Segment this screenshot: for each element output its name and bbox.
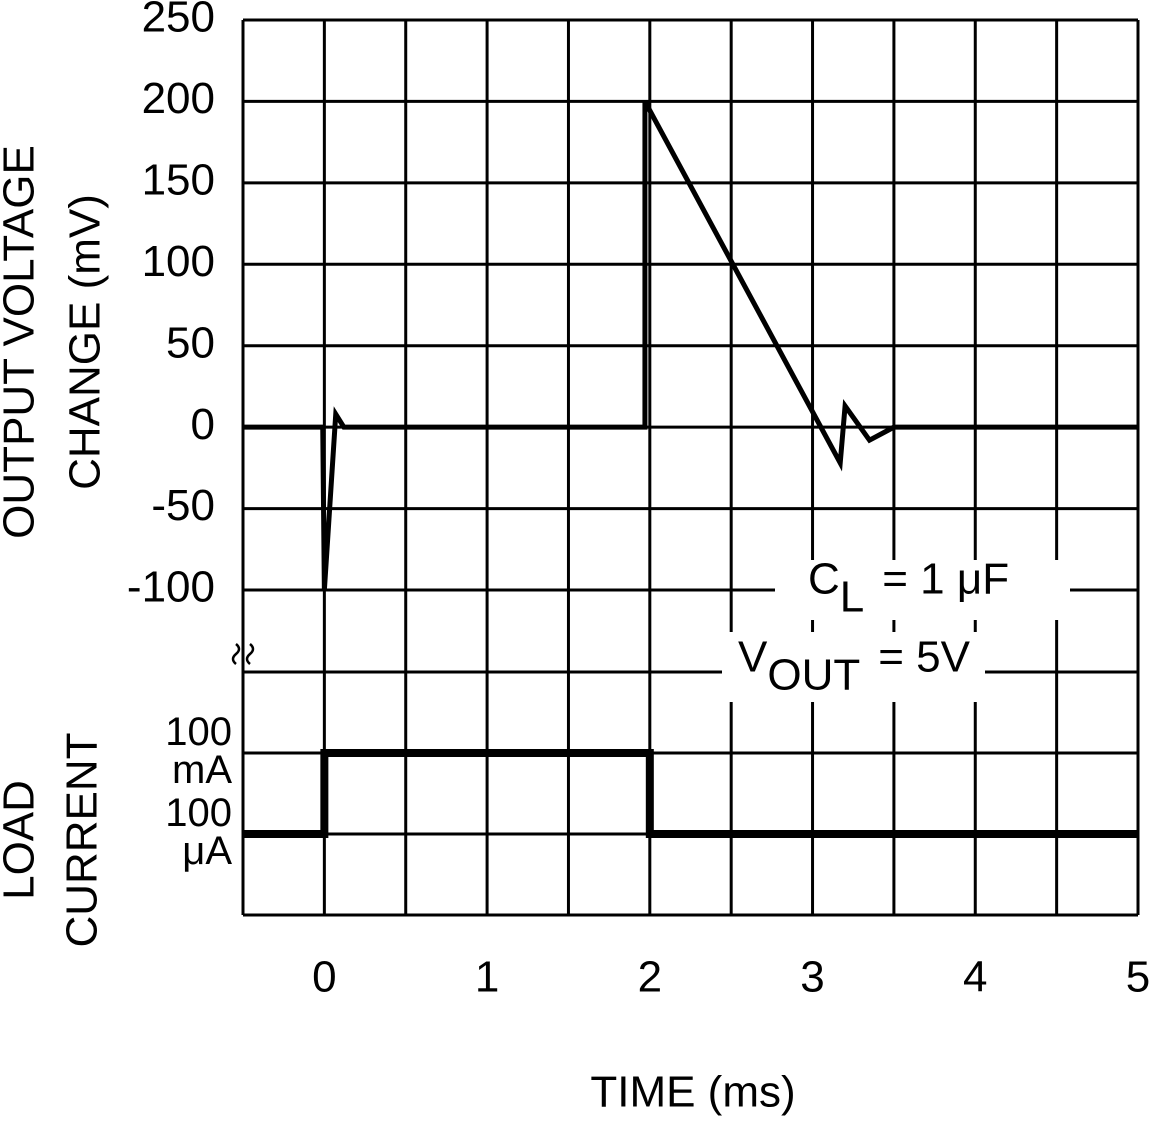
y-tick-label: 100 mA <box>165 710 232 792</box>
y-tick-label: 50 <box>166 318 215 367</box>
y-tick-label: 0 <box>191 400 215 449</box>
trace <box>243 100 1138 591</box>
x-tick-label: 3 <box>800 953 824 1002</box>
x-tick-label: 4 <box>963 953 987 1002</box>
annotation-bg <box>775 560 1070 620</box>
annotation: C <box>808 555 840 604</box>
annotation: V <box>738 633 768 682</box>
y-tick-label: 150 <box>142 155 215 204</box>
y-tick-label: 100 <box>142 237 215 286</box>
y-tick-label: 100 μA <box>165 791 232 873</box>
y-axis-label: OUTPUT VOLTAGE <box>0 145 44 539</box>
trace <box>243 749 1138 838</box>
axis-break <box>231 643 255 665</box>
y-tick-label: -100 <box>127 563 215 612</box>
y-tick-label: 200 <box>142 74 215 123</box>
y-tick-label: -50 <box>151 481 215 530</box>
annotation-bg <box>722 632 985 702</box>
y-axis-label: LOAD <box>0 780 44 900</box>
annotation: OUT <box>767 651 860 700</box>
annotation: = 5V <box>878 633 970 682</box>
x-tick-label: 1 <box>475 953 499 1002</box>
y-tick-label: 250 <box>142 0 215 42</box>
x-axis-label: TIME (ms) <box>590 1068 795 1117</box>
y-axis-label: CHANGE (mV) <box>61 194 110 490</box>
y-axis-label: CURRENT <box>58 732 107 947</box>
annotation: L <box>840 573 864 622</box>
x-tick-label: 2 <box>638 953 662 1002</box>
annotation: = 1 μF <box>882 555 1009 604</box>
x-tick-label: 0 <box>312 953 336 1002</box>
x-tick-label: 5 <box>1126 953 1150 1002</box>
